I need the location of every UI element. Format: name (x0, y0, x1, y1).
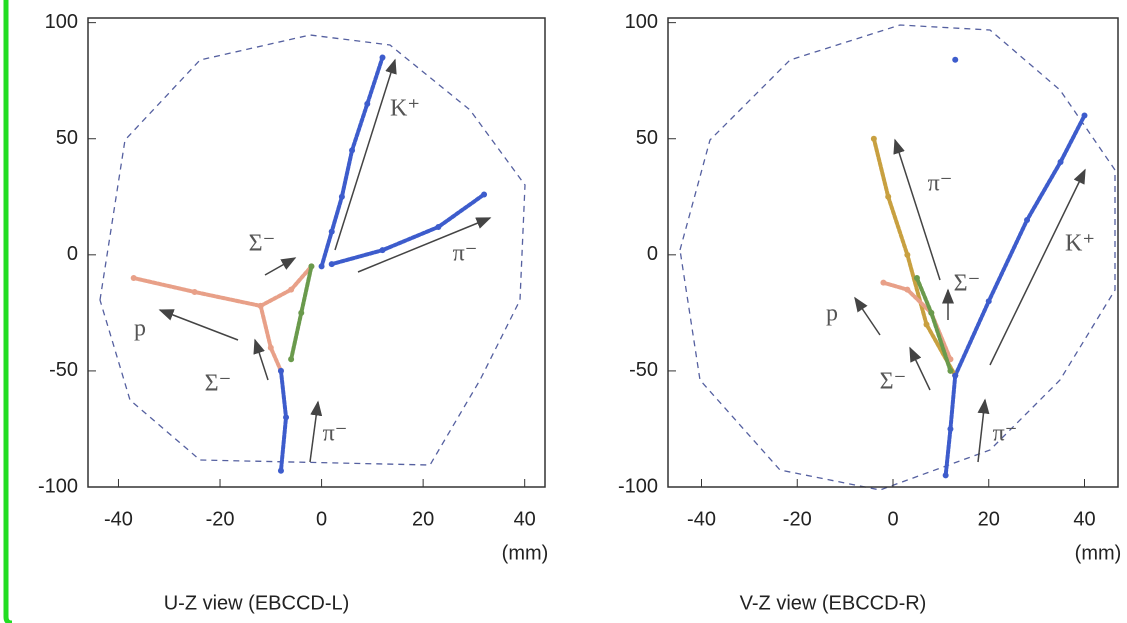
plot-frame (668, 18, 1118, 487)
y-tick-label: 100 (625, 11, 658, 33)
hit (1058, 159, 1064, 165)
annotation: π⁻ (928, 171, 953, 197)
x-tick-label: -40 (104, 508, 133, 530)
hit (885, 194, 891, 200)
hit (349, 147, 355, 153)
x-tick-label: 20 (412, 508, 434, 530)
chart: -40 -20 0 20 40 -100 -50 0 50 100 (mm) U-Z view (EB… (0, 0, 1127, 623)
hit (947, 426, 953, 432)
track (281, 371, 286, 471)
hit (380, 247, 386, 253)
hit (319, 263, 325, 269)
y-tick-label: -50 (49, 359, 78, 381)
hit (481, 191, 487, 197)
hit (435, 224, 441, 230)
track (917, 278, 951, 371)
x-axis-label: (mm) (502, 542, 549, 564)
x-tick-label: -20 (206, 508, 235, 530)
y-tick-label: -100 (618, 475, 658, 497)
x-tick-label: 20 (978, 508, 1000, 530)
x-tick-label: 0 (316, 508, 327, 530)
hit (278, 368, 284, 374)
hit (904, 252, 910, 258)
hit (339, 194, 345, 200)
y-tick-label: -50 (629, 359, 658, 381)
hit (904, 287, 910, 293)
annotation: K⁺ (1065, 231, 1095, 257)
hit (288, 356, 294, 362)
hit (364, 101, 370, 107)
hit (131, 275, 137, 281)
annotation: K⁺ (390, 96, 420, 122)
y-tick-label: 50 (56, 127, 78, 149)
hit (308, 263, 314, 269)
hit (943, 472, 949, 478)
annotation: π⁻ (993, 421, 1018, 447)
track (134, 266, 312, 305)
hit (928, 310, 934, 316)
y-tick-label: 0 (647, 243, 658, 265)
track (322, 57, 383, 266)
x-tick-label: 0 (887, 508, 898, 530)
hit (880, 280, 886, 286)
annotation: π⁻ (323, 421, 348, 447)
hit (258, 303, 264, 309)
hit (1024, 217, 1030, 223)
y-tick-label: 50 (636, 127, 658, 149)
hit (329, 229, 335, 235)
hit (952, 373, 958, 379)
hit (268, 345, 274, 351)
annotation: Σ⁻ (954, 271, 981, 297)
hit (288, 287, 294, 293)
hit (952, 57, 958, 63)
hit (1081, 113, 1087, 119)
x-axis-label: (mm) (1075, 542, 1122, 564)
hit (986, 298, 992, 304)
hit (278, 468, 284, 474)
x-tick-label: -20 (783, 508, 812, 530)
hit (924, 321, 930, 327)
hit (329, 261, 335, 267)
x-tick-label: 40 (514, 508, 536, 530)
panel-title: V-Z view (EBCCD-R) (740, 592, 927, 614)
annotation: Σ⁻ (880, 369, 907, 395)
annotation: p (134, 316, 146, 342)
annotation: Σ⁻ (249, 231, 276, 257)
y-tick-label: 100 (45, 11, 78, 33)
x-tick-label: -40 (687, 508, 716, 530)
green-edge (6, 0, 12, 623)
hit (380, 54, 386, 60)
track (261, 306, 281, 371)
hit (871, 136, 877, 142)
y-tick-label: -100 (38, 475, 78, 497)
hit (283, 414, 289, 420)
y-tick-label: 0 (67, 243, 78, 265)
hit (947, 368, 953, 374)
hit (298, 310, 304, 316)
annotation: p (826, 301, 838, 327)
boundary (680, 25, 1115, 490)
hit (192, 289, 198, 295)
x-tick-label: 40 (1073, 508, 1095, 530)
arrows (160, 60, 1085, 462)
hit (914, 275, 920, 281)
annotation: Σ⁻ (205, 371, 232, 397)
track (946, 376, 956, 476)
panel-title: U-Z view (EBCCD-L) (164, 592, 350, 614)
annotation: π⁻ (453, 241, 478, 267)
figure: -40 -20 0 20 40 -100 -50 0 50 100 (mm) U-Z view (EB… (0, 0, 1127, 623)
